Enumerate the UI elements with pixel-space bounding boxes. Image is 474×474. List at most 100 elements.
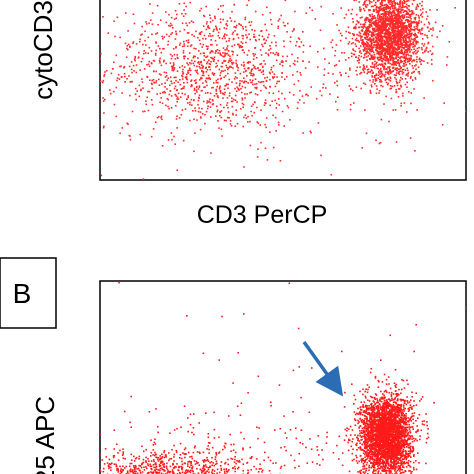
scatter-point xyxy=(193,35,195,37)
scatter-point xyxy=(388,39,390,41)
scatter-point xyxy=(269,72,271,75)
scatter-point xyxy=(213,56,216,58)
scatter-point xyxy=(207,45,209,48)
scatter-point xyxy=(160,97,162,99)
scatter-point xyxy=(404,60,406,63)
scatter-point xyxy=(248,21,250,24)
scatter-point xyxy=(397,9,399,11)
scatter-point xyxy=(359,470,361,472)
scatter-point xyxy=(193,47,195,50)
scatter-point xyxy=(104,71,106,73)
scatter-point xyxy=(371,61,374,64)
scatter-point xyxy=(254,86,256,89)
scatter-point xyxy=(217,78,219,80)
scatter-point xyxy=(292,62,295,65)
scatter-point xyxy=(217,31,220,34)
scatter-point xyxy=(376,88,378,90)
scatter-point xyxy=(394,39,396,41)
scatter-point xyxy=(320,94,323,97)
scatter-point xyxy=(387,62,389,64)
scatter-point xyxy=(219,21,222,24)
scatter-point xyxy=(149,3,151,5)
scatter-point xyxy=(374,75,376,77)
scatter-point xyxy=(364,404,367,407)
scatter-point xyxy=(360,431,362,434)
scatter-point xyxy=(325,87,327,89)
scatter-point xyxy=(403,51,406,54)
scatter-point xyxy=(244,80,246,83)
scatter-point xyxy=(362,44,365,47)
scatter-point xyxy=(225,53,227,55)
scatter-point xyxy=(391,31,394,34)
scatter-point xyxy=(258,38,260,41)
scatter-point xyxy=(366,45,369,47)
scatter-point xyxy=(454,7,456,9)
scatter-point xyxy=(144,52,147,54)
scatter-point xyxy=(384,29,386,31)
scatter-point xyxy=(363,71,366,74)
scatter-point xyxy=(396,20,398,22)
scatter-point xyxy=(425,11,427,13)
scatter-point xyxy=(377,67,379,70)
scatter-point xyxy=(250,74,252,77)
scatter-point xyxy=(135,98,137,101)
scatter-point xyxy=(259,69,262,71)
scatter-point xyxy=(404,21,406,24)
scatter-point xyxy=(381,46,383,48)
scatter-point xyxy=(381,48,384,51)
scatter-point xyxy=(136,90,138,92)
scatter-point xyxy=(372,442,374,445)
scatter-point xyxy=(429,50,432,52)
scatter-point xyxy=(389,59,392,62)
scatter-point xyxy=(377,442,380,444)
scatter-point xyxy=(271,71,274,73)
scatter-point xyxy=(274,85,277,88)
scatter-point xyxy=(382,23,385,25)
scatter-point xyxy=(250,21,253,23)
scatter-point xyxy=(407,456,410,458)
panel-b-points xyxy=(100,281,466,474)
scatter-point xyxy=(247,121,249,123)
scatter-point xyxy=(278,98,280,100)
scatter-point xyxy=(155,70,157,73)
scatter-point xyxy=(126,78,128,80)
scatter-point xyxy=(411,391,413,394)
scatter-point xyxy=(395,141,398,143)
scatter-point xyxy=(324,58,326,60)
scatter-point xyxy=(206,102,208,104)
scatter-point xyxy=(239,72,242,75)
scatter-point xyxy=(278,90,280,93)
scatter-point xyxy=(242,61,245,64)
scatter-point xyxy=(391,27,393,30)
scatter-point xyxy=(373,44,375,46)
scatter-point xyxy=(283,40,285,42)
scatter-point xyxy=(198,94,201,97)
scatter-point xyxy=(208,77,210,80)
scatter-point xyxy=(182,49,185,52)
scatter-point xyxy=(386,50,388,53)
scatter-point xyxy=(142,43,144,46)
scatter-point xyxy=(406,7,409,10)
scatter-point xyxy=(388,391,391,394)
scatter-point xyxy=(205,77,208,80)
scatter-point xyxy=(161,102,164,105)
scatter-point xyxy=(405,64,407,66)
scatter-point xyxy=(430,59,433,61)
scatter-point xyxy=(224,33,226,35)
scatter-point xyxy=(277,52,280,55)
scatter-point xyxy=(198,50,200,52)
scatter-point xyxy=(218,37,221,39)
scatter-point xyxy=(383,10,385,12)
scatter-point xyxy=(219,72,222,74)
scatter-point xyxy=(100,174,103,177)
scatter-point xyxy=(407,53,409,56)
scatter-point xyxy=(333,64,336,67)
scatter-point xyxy=(363,31,366,33)
scatter-point xyxy=(416,56,418,58)
scatter-point xyxy=(421,33,424,35)
scatter-point xyxy=(345,30,347,33)
scatter-point xyxy=(348,41,351,43)
scatter-point xyxy=(382,48,385,50)
scatter-point xyxy=(231,45,233,48)
scatter-point xyxy=(286,55,289,58)
